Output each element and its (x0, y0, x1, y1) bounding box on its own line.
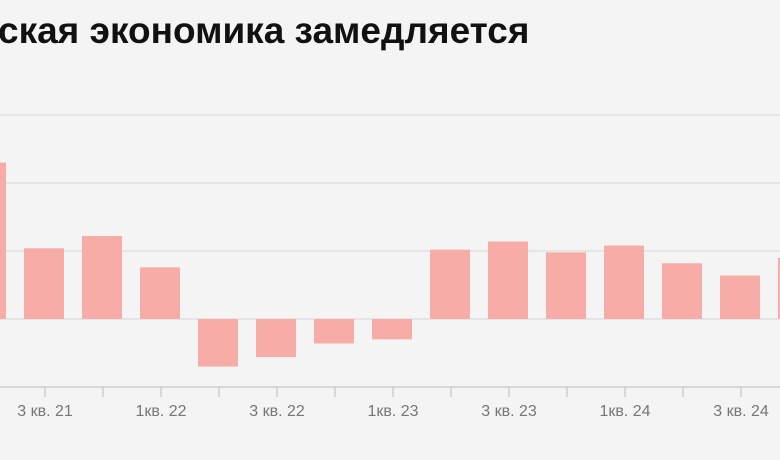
bar (24, 248, 64, 319)
bar (488, 241, 528, 319)
x-tick-label: 3 кв. 21 (17, 403, 73, 420)
x-tick-label: 1кв. 23 (367, 403, 418, 420)
x-tick-label: 1кв. 24 (599, 403, 650, 420)
bar (546, 252, 586, 319)
bar (778, 257, 780, 319)
x-tick-label: 3 кв. 24 (713, 403, 769, 420)
bar (256, 319, 296, 358)
bar (430, 249, 470, 319)
x-tick-label: 3 кв. 23 (481, 403, 537, 420)
bar (140, 267, 180, 319)
bar (372, 319, 412, 340)
x-tick-label: 1кв. 22 (135, 403, 186, 420)
bar (314, 319, 354, 344)
bar (0, 162, 6, 319)
bar (82, 236, 122, 319)
bar (662, 263, 702, 319)
chart-title: ская экономика замедляется (0, 10, 529, 51)
bar (604, 245, 644, 319)
bar (198, 319, 238, 367)
x-tick-label: 3 кв. 22 (249, 403, 305, 420)
bar (720, 275, 760, 319)
